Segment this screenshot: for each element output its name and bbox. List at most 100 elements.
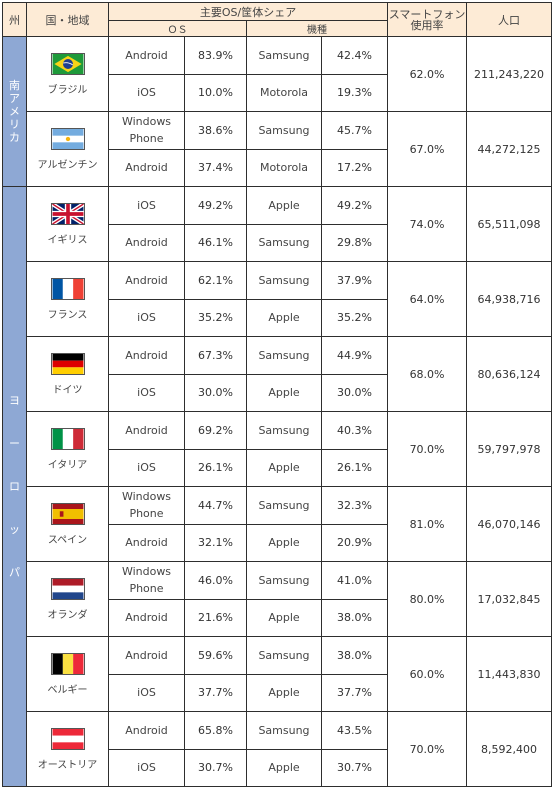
os-share: 30.7% — [184, 748, 247, 787]
os-name: Android — [108, 411, 185, 450]
os-share: 21.6% — [184, 598, 247, 637]
population: 44,272,125 — [466, 111, 553, 187]
table-row: Android 21.6% Apple 38.0% — [3, 598, 552, 637]
smartphone-usage: 70.0% — [387, 411, 468, 487]
device-share: 37.7% — [320, 673, 389, 712]
header-region: 州 — [2, 2, 27, 37]
device-share: 41.0% — [320, 561, 389, 600]
os-name: Android — [108, 336, 185, 375]
table-row: スペイン Windows Phone 44.7% Samsung 32.3% 81.0% 4… — [3, 486, 553, 562]
device-name: Apple — [246, 186, 322, 225]
header-smartphone-line2: 使用率 — [410, 18, 444, 32]
os-share: 37.7% — [184, 673, 247, 712]
country-cell: ブラジル — [26, 36, 109, 112]
population: 59,797,978 — [466, 411, 553, 487]
country-name: ブラジル — [47, 84, 88, 96]
table-row: フランス Android 62.1% Samsung 37.9% 64.0% 64,938,… — [3, 261, 553, 337]
os-name: iOS — [108, 748, 185, 787]
table-body: 南アメリカブラジル Android 83.9% Samsung 42.4% 62.0% 21… — [2, 36, 553, 787]
os-share: 65.8% — [184, 711, 247, 750]
region-char: ー — [9, 437, 20, 450]
smartphone-usage: 64.0% — [387, 261, 468, 337]
country-name: フランス — [47, 309, 88, 321]
smartphone-usage: 67.0% — [387, 111, 468, 187]
argentina-flag-icon — [50, 127, 85, 150]
device-share: 30.7% — [320, 748, 389, 787]
table-row: Android 32.1% Apple 20.9% — [3, 523, 552, 562]
country-cell: イギリス — [26, 186, 109, 262]
population: 11,443,830 — [466, 636, 553, 712]
os-name: Android — [108, 223, 185, 262]
region-char: ヨ — [9, 394, 20, 407]
population: 46,070,146 — [466, 486, 553, 562]
os-name: Android — [108, 261, 185, 300]
netherlands-flag-icon — [50, 577, 85, 600]
country-cell: フランス — [26, 261, 109, 337]
header-population: 人口 — [466, 2, 553, 37]
device-share: 38.0% — [320, 598, 389, 637]
device-name: Samsung — [246, 223, 322, 262]
device-name: Samsung — [246, 711, 322, 750]
table-row: 南アメリカブラジル Android 83.9% Samsung 42.4% 62.0% 21… — [2, 36, 553, 187]
os-share: 10.0% — [184, 73, 247, 112]
table-row: Android 46.1% Samsung 29.8% — [3, 223, 552, 262]
country-cell: オランダ — [26, 561, 109, 637]
os-share: 38.6% — [184, 111, 247, 150]
os-name: iOS — [108, 73, 185, 112]
os-share: 35.2% — [184, 298, 247, 337]
table-row: iOS 10.0% Motorola 19.3% — [3, 73, 552, 112]
country-cell: ベルギー — [26, 636, 109, 712]
device-share: 43.5% — [320, 711, 389, 750]
os-name: iOS — [108, 673, 185, 712]
table-row: アルゼンチン Windows Phone 38.6% Samsung 45.7% 67.0… — [3, 111, 553, 187]
brazil-flag-icon — [50, 52, 85, 75]
header-country: 国・地域 — [26, 2, 109, 37]
device-name: Samsung — [246, 561, 322, 600]
os-share: 69.2% — [184, 411, 247, 450]
os-share: 46.1% — [184, 223, 247, 262]
country-name: ベルギー — [47, 684, 88, 696]
device-name: Samsung — [246, 261, 322, 300]
os-name: Android — [108, 598, 185, 637]
device-share: 35.2% — [320, 298, 389, 337]
region-char: リ — [9, 118, 20, 131]
os-share: 30.0% — [184, 373, 247, 412]
os-name: Windows Phone — [108, 486, 185, 525]
os-share: 49.2% — [184, 186, 247, 225]
device-share: 45.7% — [320, 111, 389, 150]
header-smartphone-usage: スマートフォン 使用率 — [387, 2, 468, 37]
country-cell: イタリア — [26, 411, 109, 487]
country-cell: ドイツ — [26, 336, 109, 412]
table-row: ヨーロッパイギリス iOS 49.2% Apple 49.2% 74.0% 65,511,0… — [2, 186, 553, 787]
device-share: 37.9% — [320, 261, 389, 300]
table-row: イタリア Android 69.2% Samsung 40.3% 70.0% 59,797,… — [3, 411, 553, 487]
uk-flag-icon — [50, 202, 85, 225]
device-name: Samsung — [246, 411, 322, 450]
os-name: Android — [108, 36, 185, 75]
device-share: 17.2% — [320, 148, 389, 187]
os-share: 67.3% — [184, 336, 247, 375]
os-name: iOS — [108, 448, 185, 487]
header-share-group: 主要OS/筐体シェア — [107, 2, 389, 21]
population: 65,511,098 — [466, 186, 553, 262]
table-row: オランダ Windows Phone 46.0% Samsung 41.0% 80.0% 1… — [3, 561, 553, 637]
table-row: Android 37.4% Motorola 17.2% — [3, 148, 552, 187]
os-name: iOS — [108, 298, 185, 337]
device-name: Samsung — [246, 36, 322, 75]
header-smartphone-line1: スマートフォン — [388, 7, 466, 21]
device-share: 20.9% — [320, 523, 389, 562]
region-char: メ — [9, 105, 20, 118]
france-flag-icon — [50, 277, 85, 300]
os-share: 37.4% — [184, 148, 247, 187]
device-name: Apple — [246, 598, 322, 637]
austria-flag-icon — [50, 727, 85, 750]
population: 80,636,124 — [466, 336, 553, 412]
device-name: Apple — [246, 373, 322, 412]
population: 64,938,716 — [466, 261, 553, 337]
device-share: 19.3% — [320, 73, 389, 112]
os-share: 83.9% — [184, 36, 247, 75]
device-name: Motorola — [246, 148, 322, 187]
os-name: Windows Phone — [108, 561, 185, 600]
table-row: iOS 30.0% Apple 30.0% — [3, 373, 552, 412]
device-name: Samsung — [246, 336, 322, 375]
